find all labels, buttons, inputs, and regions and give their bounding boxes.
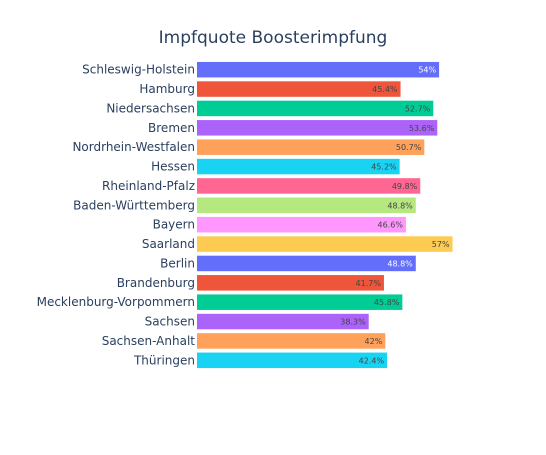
y-tick-label: Niedersachsen [106,101,195,115]
data-label: 52.7% [405,104,431,113]
data-label: 50.7% [396,143,422,152]
data-label: 45.4% [372,85,398,94]
y-tick-label: Rheinland-Pfalz [102,179,195,193]
data-label: 42% [365,337,383,346]
y-tick-label: Sachsen [145,315,195,329]
data-label: 42.4% [359,356,385,365]
bar [197,294,403,310]
data-label: 54% [418,66,436,75]
bar [197,333,386,349]
data-labels: 54% 45.4% 52.7% 53.6% 50.7% 45.2% 49.8% 48.8% 46… [340,66,450,366]
y-tick-label: Mecklenburg-Vorpommern [37,295,195,309]
y-tick-label: Sachsen-Anhalt [102,334,196,348]
bar [197,255,416,272]
data-label: 48.8% [387,259,413,268]
y-tick-label: Bayern [153,218,195,232]
bar [197,158,400,175]
bar [197,139,425,155]
bar [197,313,369,330]
y-tick-label: Saarland [142,237,195,251]
data-label: 45.8% [374,298,400,307]
bar [197,178,421,194]
data-label: 38.3% [340,318,366,327]
bar [197,100,434,117]
y-tick-label: Berlin [160,256,195,270]
y-tick-label: Hamburg [139,82,195,96]
data-label: 48.8% [387,201,413,210]
y-tick-label: Baden-Württemberg [73,198,195,212]
y-tick-label: Nordrhein-Westfalen [72,140,195,154]
bar [197,216,406,233]
y-tick-label: Bremen [148,121,195,135]
data-label: 45.2% [371,163,397,172]
data-label: 53.6% [409,124,435,133]
y-tick-labels: Schleswig-Holstein Hamburg Niedersachsen Br… [37,63,196,368]
bar [197,236,453,252]
data-label: 41.7% [356,279,382,288]
bar [197,61,440,78]
y-tick-label: Thüringen [133,353,195,367]
bar [197,197,416,214]
y-tick-label: Schleswig-Holstein [82,63,195,77]
bars-group [197,61,453,369]
data-label: 49.8% [392,182,418,191]
bar [197,120,438,136]
chart-title: Impfquote Boosterimpfung [159,28,388,48]
bar [197,352,388,369]
data-label: 46.6% [378,221,404,230]
data-label: 57% [432,240,450,249]
y-tick-label: Hessen [151,160,195,174]
y-tick-label: Brandenburg [117,276,195,290]
bar [197,81,401,97]
bar [197,275,384,291]
